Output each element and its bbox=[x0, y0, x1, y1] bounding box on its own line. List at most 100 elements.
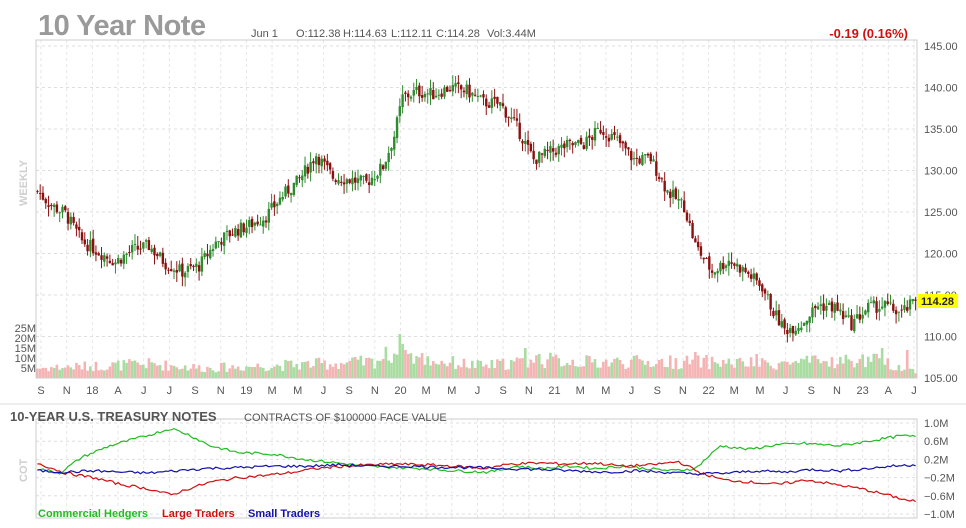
time-tick-label: N bbox=[63, 385, 71, 397]
volume-tick-label: 5M bbox=[21, 363, 36, 375]
candle-body bbox=[270, 203, 273, 208]
candle-body bbox=[694, 238, 697, 243]
volume-bar bbox=[147, 358, 151, 378]
candle-body bbox=[295, 175, 298, 185]
candle-body bbox=[465, 84, 468, 95]
volume-bar bbox=[275, 364, 279, 378]
volume-bar bbox=[813, 355, 817, 378]
candle-body bbox=[473, 94, 477, 96]
candle-body bbox=[643, 154, 647, 156]
volume-bar bbox=[730, 364, 733, 378]
price-tick-label: 130.00 bbox=[924, 166, 958, 178]
volume-bar bbox=[38, 368, 42, 378]
volume-bar bbox=[181, 368, 184, 378]
volume-bar bbox=[273, 366, 276, 378]
candle-body bbox=[515, 118, 519, 121]
candle-body bbox=[289, 192, 293, 196]
volume-bar bbox=[217, 371, 220, 378]
candle-body bbox=[158, 252, 162, 256]
candle-body bbox=[618, 135, 622, 144]
candle-body bbox=[434, 95, 438, 98]
candle-body bbox=[420, 95, 424, 98]
volume-bar bbox=[579, 366, 583, 378]
candle-body bbox=[903, 305, 906, 310]
volume-bar bbox=[632, 355, 636, 378]
volume-bar bbox=[139, 364, 142, 378]
candle-body bbox=[610, 133, 613, 140]
candle-body bbox=[708, 256, 711, 270]
volume-bar bbox=[880, 348, 884, 378]
candle-body bbox=[518, 122, 521, 139]
volume-bar bbox=[345, 362, 349, 378]
time-tick-label: M bbox=[293, 385, 302, 397]
candle-body bbox=[646, 153, 650, 156]
volume-bar bbox=[699, 367, 703, 378]
volume-bar bbox=[395, 354, 399, 378]
candle-body bbox=[788, 328, 792, 333]
volume-bar bbox=[671, 368, 675, 378]
candle-body bbox=[471, 92, 474, 96]
volume-bar bbox=[445, 366, 449, 378]
volume-bar bbox=[353, 356, 357, 378]
volume-bar bbox=[501, 358, 505, 378]
time-tick-label: M bbox=[730, 385, 739, 397]
candle-body bbox=[861, 314, 864, 319]
volume-bar bbox=[312, 366, 315, 378]
volume-bar bbox=[278, 365, 282, 378]
volume-bar bbox=[744, 366, 747, 378]
time-tick-label: S bbox=[345, 385, 352, 397]
volume-bar bbox=[911, 368, 915, 378]
volume-bar bbox=[406, 353, 410, 378]
candle-body bbox=[747, 271, 750, 274]
time-tick-label: J bbox=[475, 385, 481, 397]
volume-bar bbox=[448, 362, 452, 378]
candle-body bbox=[117, 258, 120, 264]
volume-bar bbox=[482, 366, 485, 378]
candle-body bbox=[604, 136, 608, 138]
time-tick-label: M bbox=[601, 385, 610, 397]
volume-bar bbox=[208, 367, 212, 378]
candle-body bbox=[303, 165, 307, 177]
candle-body bbox=[674, 188, 678, 199]
volume-bar bbox=[41, 367, 45, 378]
candle-body bbox=[769, 294, 772, 310]
candle-body bbox=[565, 139, 569, 148]
volume-bar bbox=[638, 359, 641, 378]
volume-tick-label: 15M bbox=[15, 343, 36, 355]
time-tick-label: 19 bbox=[240, 385, 252, 397]
candle-body bbox=[839, 309, 842, 312]
volume-bar bbox=[423, 364, 427, 378]
volume-bar bbox=[521, 358, 524, 378]
candle-body bbox=[264, 220, 268, 223]
chart-frame bbox=[0, 39, 966, 519]
candle-body bbox=[200, 256, 204, 272]
volume-bar bbox=[889, 369, 892, 378]
candle-body bbox=[775, 310, 778, 316]
volume-bar bbox=[434, 363, 438, 378]
candle-body bbox=[80, 232, 84, 241]
candle-body bbox=[273, 201, 276, 208]
price-tick-label: 135.00 bbox=[924, 124, 958, 136]
candle-body bbox=[696, 241, 700, 248]
volume-bar bbox=[563, 365, 566, 378]
candle-body bbox=[100, 255, 103, 260]
volume-bar bbox=[836, 364, 839, 378]
candle-body bbox=[228, 230, 231, 237]
candle-body bbox=[588, 135, 591, 138]
candle-body bbox=[50, 204, 53, 207]
candle-body bbox=[72, 216, 75, 223]
volume-bar bbox=[412, 363, 416, 378]
candle-body bbox=[624, 142, 627, 149]
volume-bar bbox=[234, 368, 237, 378]
time-tick-label: J bbox=[783, 385, 789, 397]
volume-bar bbox=[707, 369, 711, 378]
candle-body bbox=[892, 303, 895, 311]
volume-bar bbox=[429, 365, 432, 378]
candle-body bbox=[560, 144, 563, 148]
candle-body bbox=[345, 179, 349, 184]
volume-bar bbox=[588, 356, 591, 378]
volume-bar bbox=[462, 358, 466, 378]
candle-body bbox=[108, 260, 112, 263]
volume-bar bbox=[783, 361, 786, 378]
